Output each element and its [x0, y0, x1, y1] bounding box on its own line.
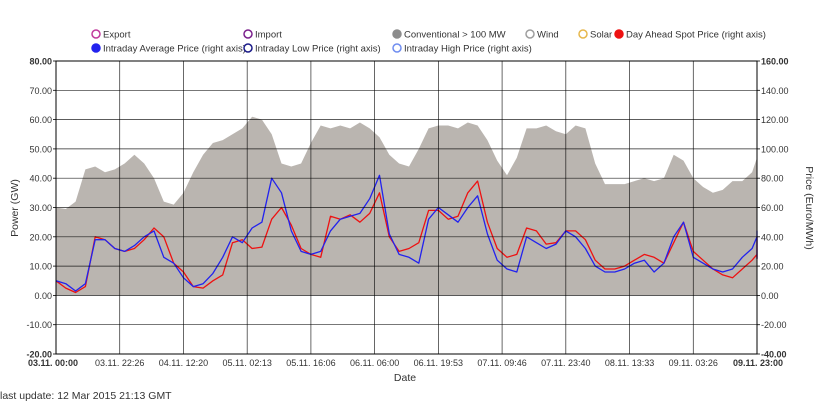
last-update-text: last update: 12 Mar 2015 21:13 GMT [0, 390, 172, 402]
y-right-tick-label: 0.00 [761, 291, 779, 301]
y-right-tick-label: 140.00 [761, 86, 789, 96]
y-right-tick-label: 60.00 [761, 203, 784, 213]
x-tick-label: 03.11. 00:00 [28, 358, 78, 368]
series-line-2 [55, 174, 758, 292]
x-tick-label: 07.11. 09:46 [477, 358, 526, 368]
legend-item: Day Ahead Spot Price (right axis) [614, 29, 766, 41]
x-tick-label: 09.11. 03:26 [669, 358, 718, 368]
y-left-tick-label: 0.00 [34, 291, 52, 301]
y-left-tick-label: 70.00 [29, 86, 52, 96]
legend-label: Conventional > 100 MW [404, 30, 506, 41]
y-left-tick-label: 10.00 [29, 262, 52, 272]
legend-marker [243, 43, 253, 53]
legend-label: Intraday Average Price (right axis) [103, 44, 246, 55]
axes-layer: -20.00 -10.00 0.00 10.00 20.00 30.00 40.00 50.0… [26, 57, 788, 369]
x-tick-label: 09.11. 23:00 [733, 358, 783, 368]
y-left-tick-label: 60.00 [29, 115, 52, 125]
legend-item: Export [91, 29, 131, 41]
legend-marker [91, 43, 101, 53]
legend-marker [578, 29, 588, 39]
legend-label: Intraday High Price (right axis) [404, 44, 532, 55]
legend-marker [525, 29, 535, 39]
legend: Export Import Conventional > 100 MW Wind Sol… [91, 29, 766, 55]
legend-item: Intraday High Price (right axis) [392, 43, 532, 55]
legend-label: Import [255, 30, 282, 41]
legend-label: Wind [537, 30, 559, 41]
series-layer [55, 116, 758, 296]
y-axis-left-label: Power (GW) [9, 179, 21, 237]
x-tick-label: 05.11. 02:13 [222, 358, 271, 368]
legend-item: Conventional > 100 MW [392, 29, 506, 41]
y-left-tick-label: -20.00 [26, 350, 52, 360]
y-right-tick-label: 20.00 [761, 262, 784, 272]
legend-label: Solar [590, 30, 612, 41]
series-area-conventional [56, 116, 757, 296]
legend-label: Export [103, 30, 131, 41]
y-right-tick-label: 120.00 [761, 115, 789, 125]
legend-marker [392, 29, 402, 39]
legend-marker [392, 43, 402, 53]
legend-marker [243, 29, 253, 39]
legend-item: Intraday Low Price (right axis) [243, 43, 381, 55]
y-right-tick-label: 160.00 [761, 57, 789, 67]
legend-item: Import [243, 29, 282, 41]
series-line-1 [55, 180, 758, 294]
legend-label: Day Ahead Spot Price (right axis) [626, 30, 766, 41]
x-tick-label: 04.11. 12:20 [159, 358, 208, 368]
x-tick-label: 07.11. 23:40 [541, 358, 590, 368]
legend-item: Solar [578, 29, 612, 41]
legend-item: Intraday Average Price (right axis) [91, 43, 246, 55]
x-tick-label: 06.11. 06:00 [350, 358, 399, 368]
x-tick-label: 08.11. 13:33 [605, 358, 654, 368]
legend-label: Intraday Low Price (right axis) [255, 44, 381, 55]
legend-item: Wind [525, 29, 559, 41]
y-left-tick-label: 50.00 [29, 144, 52, 154]
y-right-tick-label: -40.00 [761, 350, 787, 360]
y-right-tick-label: -20.00 [761, 320, 787, 330]
legend-marker [91, 29, 101, 39]
x-tick-label: 06.11. 19:53 [414, 358, 463, 368]
x-tick-label: 03.11. 22:26 [95, 358, 144, 368]
y-right-tick-label: 100.00 [761, 144, 789, 154]
y-left-tick-label: 20.00 [29, 232, 52, 242]
legend-marker [614, 29, 624, 39]
y-left-tick-label: 30.00 [29, 203, 52, 213]
x-axis-label: Date [394, 372, 416, 384]
y-right-tick-label: 40.00 [761, 232, 784, 242]
y-right-tick-label: 80.00 [761, 174, 784, 184]
y-left-tick-label: -10.00 [26, 320, 52, 330]
y-axis-right-label: Price (Euro/MWh) [803, 166, 815, 249]
chart: Export Import Conventional > 100 MW Wind Sol… [9, 29, 815, 384]
x-tick-label: 05.11. 16:06 [286, 358, 335, 368]
y-left-tick-label: 40.00 [29, 174, 52, 184]
y-left-tick-label: 80.00 [29, 57, 52, 67]
